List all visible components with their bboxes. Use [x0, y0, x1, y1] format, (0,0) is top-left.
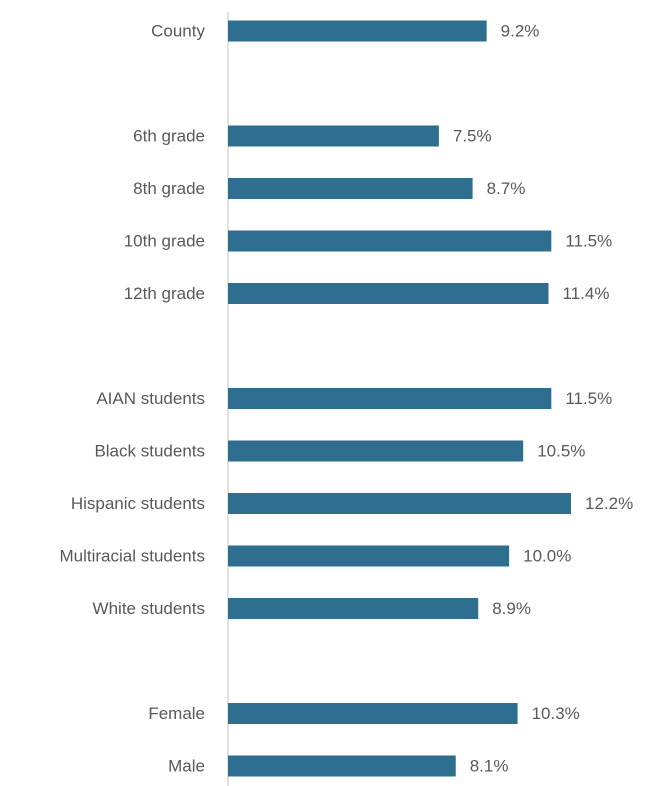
bar: [228, 230, 552, 252]
category-label: Female: [148, 704, 205, 723]
value-labels-group: 9.2% 7.5% 8.7% 11.5% 11.4% 11.5% 10.5% 12.2% 10.…: [453, 22, 633, 776]
bar: [228, 493, 571, 514]
data-label: 11.5%: [565, 232, 612, 251]
bar: [228, 178, 473, 199]
data-label: 9.2%: [501, 22, 540, 41]
data-label: 8.1%: [470, 757, 509, 776]
bar: [228, 125, 439, 147]
bars-group: [228, 20, 571, 777]
bar: [228, 440, 524, 462]
bar: [228, 388, 552, 409]
data-label: 8.7%: [487, 179, 526, 198]
category-label: White students: [93, 599, 205, 618]
category-labels-group: County 6th grade 8th grade 10th grade 12th g…: [59, 22, 205, 776]
data-label: 11.5%: [565, 389, 612, 408]
bar: [228, 20, 487, 42]
category-label: Black students: [94, 442, 205, 461]
bar: [228, 755, 456, 777]
bar: [228, 545, 510, 567]
bar: [228, 283, 549, 304]
category-label: 6th grade: [133, 127, 205, 146]
data-label: 12.2%: [585, 494, 633, 513]
category-label: 10th grade: [124, 232, 205, 251]
data-label: 10.0%: [523, 547, 571, 566]
data-label: 8.9%: [492, 599, 531, 618]
data-label: 7.5%: [453, 127, 492, 146]
category-label: County: [151, 22, 205, 41]
category-label: Multiracial students: [59, 547, 205, 566]
category-label: Hispanic students: [71, 494, 205, 513]
category-label: Male: [168, 757, 205, 776]
data-label: 10.3%: [532, 704, 580, 723]
bar: [228, 598, 479, 619]
data-label: 11.4%: [563, 284, 610, 303]
category-label: AIAN students: [96, 389, 205, 408]
category-label: 12th grade: [124, 284, 205, 303]
bar: [228, 703, 518, 724]
category-label: 8th grade: [133, 179, 205, 198]
data-label: 10.5%: [537, 442, 585, 461]
